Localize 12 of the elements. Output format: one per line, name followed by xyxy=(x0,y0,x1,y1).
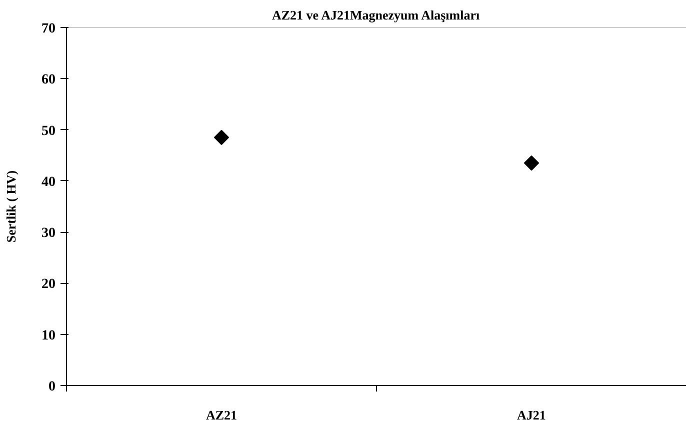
y-tick-label: 30 xyxy=(42,226,56,242)
chart-title: AZ21 ve AJ21Magnezyum Alaşımları xyxy=(272,8,480,22)
y-tick-label: 50 xyxy=(42,124,56,139)
y-tick-label: 60 xyxy=(42,72,56,88)
y-tick-label: 20 xyxy=(42,277,56,292)
y-axis-title: Sertlik ( HV) xyxy=(4,170,18,243)
y-tick-label: 70 xyxy=(42,22,56,36)
y-tick-label: 0 xyxy=(48,380,56,394)
y-tick-label: 10 xyxy=(42,328,56,344)
y-tick-label: 40 xyxy=(42,174,56,190)
x-tick-label: AJ21 xyxy=(517,408,546,422)
x-tick-label: AZ21 xyxy=(206,408,238,422)
